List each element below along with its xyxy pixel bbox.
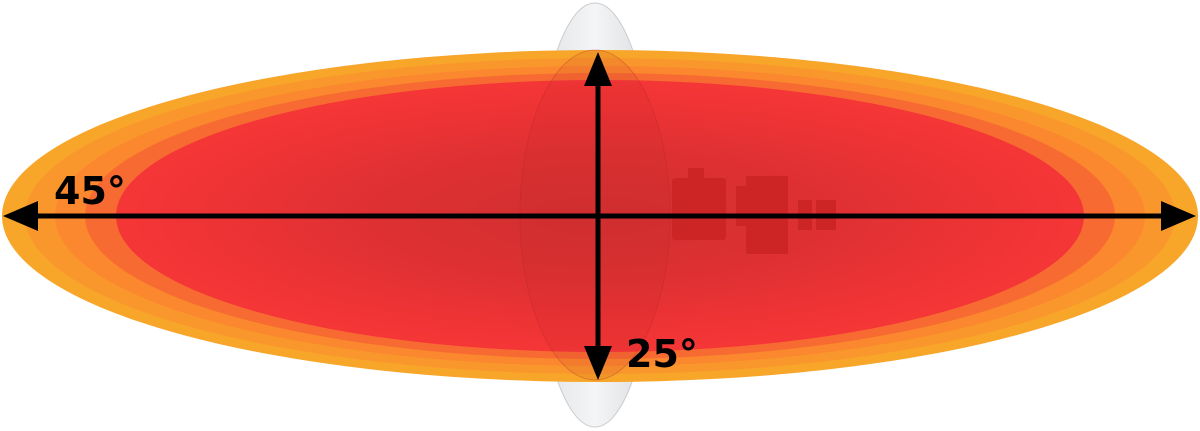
vertical-angle-arrow [584, 52, 612, 380]
arrowhead-top [584, 52, 612, 86]
horizontal-angle-label: 45° [54, 169, 126, 213]
arrowhead-right [1161, 201, 1196, 231]
vertical-angle-label: 25° [626, 332, 698, 376]
arrowhead-bottom [584, 346, 612, 380]
arrowhead-left [3, 201, 38, 231]
